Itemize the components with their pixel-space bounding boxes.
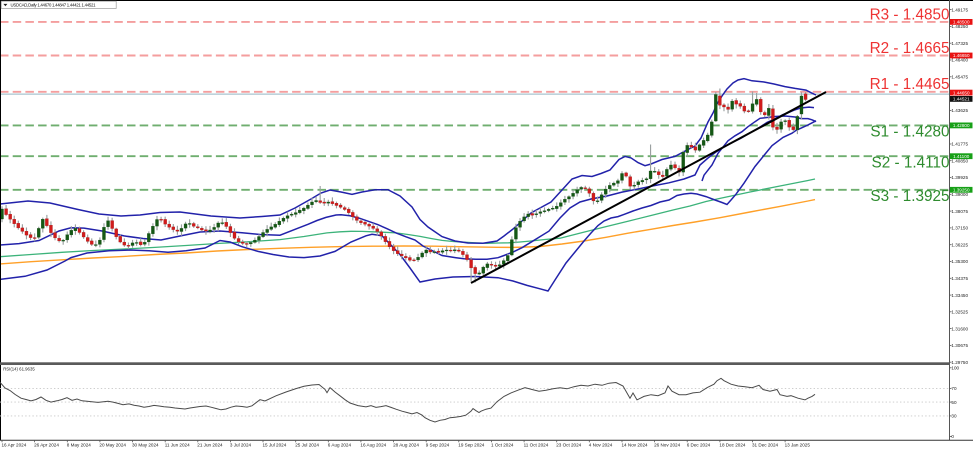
svg-text:1.46650: 1.46650 [953, 53, 970, 58]
svg-text:1.45475: 1.45475 [951, 75, 968, 80]
svg-text:USDCAD,Daily 1.44670 1.44847: USDCAD,Daily 1.44670 1.44847 1.44421 1.4… [11, 2, 97, 7]
svg-text:1.36225: 1.36225 [951, 242, 968, 247]
svg-text:R3 - 1.4850: R3 - 1.4850 [870, 6, 950, 23]
svg-text:S1 - 1.4280: S1 - 1.4280 [870, 124, 949, 141]
svg-text:1.43625: 1.43625 [951, 108, 968, 113]
svg-text:1.48250: 1.48250 [951, 24, 968, 29]
svg-text:1.31600: 1.31600 [951, 326, 968, 331]
svg-text:R2 - 1.4665: R2 - 1.4665 [870, 40, 950, 57]
svg-text:1.47325: 1.47325 [951, 41, 968, 46]
svg-text:1.34375: 1.34375 [951, 276, 968, 281]
svg-text:26 Apr 2024: 26 Apr 2024 [34, 442, 59, 447]
svg-text:70: 70 [951, 386, 957, 391]
svg-text:1 Oct 2024: 1 Oct 2024 [491, 442, 514, 447]
svg-text:21 Jun 2024: 21 Jun 2024 [197, 442, 223, 447]
svg-text:R1 - 1.4465: R1 - 1.4465 [870, 76, 950, 93]
svg-text:1.39000: 1.39000 [951, 192, 968, 197]
svg-text:1.35300: 1.35300 [951, 259, 968, 264]
svg-text:28 Aug 2024: 28 Aug 2024 [393, 442, 419, 447]
svg-text:1.37150: 1.37150 [951, 226, 968, 231]
svg-text:13 Jan 2025: 13 Jan 2025 [785, 442, 811, 447]
svg-text:1.46400: 1.46400 [951, 58, 968, 63]
svg-text:S3 - 1.3925: S3 - 1.3925 [870, 188, 949, 205]
svg-text:26 Nov 2024: 26 Nov 2024 [654, 442, 680, 447]
svg-text:1.32525: 1.32525 [951, 310, 968, 315]
svg-text:1.40850: 1.40850 [951, 158, 968, 163]
svg-text:6 Aug 2024: 6 Aug 2024 [328, 442, 352, 447]
svg-text:1.48500: 1.48500 [953, 20, 970, 25]
svg-text:1.39925: 1.39925 [951, 175, 968, 180]
svg-text:1.29750: 1.29750 [951, 360, 968, 365]
svg-text:23 Oct 2024: 23 Oct 2024 [556, 442, 581, 447]
svg-text:100: 100 [951, 365, 959, 370]
svg-text:30: 30 [951, 414, 957, 419]
svg-text:S2 - 1.4110: S2 - 1.4110 [872, 154, 950, 171]
svg-text:25 Jul 2024: 25 Jul 2024 [295, 442, 319, 447]
svg-text:3 Jul 2024: 3 Jul 2024 [230, 442, 252, 447]
svg-text:16 Apr 2024: 16 Apr 2024 [2, 442, 27, 447]
svg-text:1.33450: 1.33450 [951, 293, 968, 298]
svg-text:15 Jul 2024: 15 Jul 2024 [263, 442, 287, 447]
svg-text:9 Sep 2024: 9 Sep 2024 [426, 442, 450, 447]
svg-text:18 Dec 2024: 18 Dec 2024 [719, 442, 745, 447]
svg-text:6 Dec 2024: 6 Dec 2024 [687, 442, 711, 447]
svg-text:1.42800: 1.42800 [953, 123, 970, 128]
svg-text:1.39250: 1.39250 [953, 188, 970, 193]
svg-text:16 Aug 2024: 16 Aug 2024 [360, 442, 386, 447]
svg-text:11 Jun 2024: 11 Jun 2024 [165, 442, 190, 447]
svg-text:8 May 2024: 8 May 2024 [67, 442, 91, 447]
svg-text:4 Nov 2024: 4 Nov 2024 [589, 442, 613, 447]
svg-text:1.38075: 1.38075 [951, 209, 968, 214]
svg-text:1.44521: 1.44521 [953, 97, 970, 102]
svg-text:1.30675: 1.30675 [951, 343, 968, 348]
svg-text:20 May 2024: 20 May 2024 [99, 442, 126, 447]
svg-text:1.49175: 1.49175 [951, 7, 968, 12]
svg-text:50: 50 [951, 400, 957, 405]
svg-text:11 Oct 2024: 11 Oct 2024 [524, 442, 549, 447]
svg-text:30 May 2024: 30 May 2024 [132, 442, 159, 447]
svg-text:1.41100: 1.41100 [953, 154, 970, 159]
svg-text:19 Sep 2024: 19 Sep 2024 [458, 442, 485, 447]
svg-text:1.41775: 1.41775 [951, 142, 968, 147]
svg-text:1.44650: 1.44650 [953, 90, 970, 95]
svg-text:31 Dec 2024: 31 Dec 2024 [752, 442, 778, 447]
svg-text:RSI(14) 61.9635: RSI(14) 61.9635 [3, 366, 35, 371]
svg-text:14 Nov 2024: 14 Nov 2024 [622, 442, 648, 447]
svg-text:0: 0 [951, 434, 954, 439]
